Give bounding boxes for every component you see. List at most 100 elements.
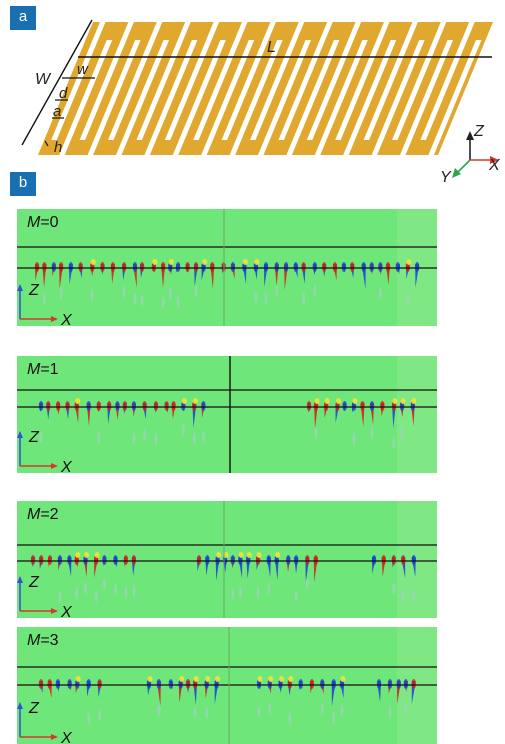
field-tail: [84, 582, 88, 595]
field-spot: [121, 262, 127, 272]
field-spot: [210, 262, 215, 272]
field-spot: [122, 401, 128, 411]
field-spot: [391, 555, 397, 565]
field-spot: [132, 262, 138, 272]
grating-slot: [193, 22, 248, 140]
field-tail: [39, 431, 43, 444]
grating-slot: [221, 22, 276, 140]
field-spot-yellow: [84, 552, 90, 558]
grating-slot: [278, 22, 333, 140]
field-spot-yellow: [223, 552, 229, 558]
field-spot-yellow: [400, 398, 406, 404]
field-spot: [274, 262, 279, 272]
field-tail: [97, 431, 101, 444]
field-spot-yellow: [278, 676, 284, 682]
field-spot: [65, 401, 70, 411]
field-spot: [38, 679, 44, 689]
grating-slots: [51, 22, 482, 155]
grating-slot: [51, 22, 106, 140]
grating-slot: [428, 40, 482, 155]
field-spot: [332, 262, 338, 272]
field-tail: [313, 285, 317, 298]
grating-slot: [164, 22, 220, 140]
field-spot-yellow: [215, 676, 221, 682]
mode-label: M=3: [27, 632, 59, 649]
field-tail: [59, 286, 63, 299]
field-tail: [412, 589, 416, 602]
label-h: h: [54, 139, 62, 156]
grating-slot: [335, 22, 390, 140]
grating-slot: [314, 40, 368, 155]
grating-slot: [201, 40, 255, 155]
field-spot: [30, 555, 36, 565]
field-spot: [131, 401, 137, 411]
field-spot-yellow: [94, 552, 100, 558]
field-tail: [168, 287, 172, 300]
field-tail: [122, 285, 126, 298]
field-spot: [97, 679, 102, 689]
field-spot-yellow: [75, 676, 81, 682]
grating-slot: [420, 22, 475, 140]
field-spot: [361, 262, 366, 272]
mode-label: M=2: [27, 506, 59, 523]
field-spot: [376, 679, 382, 689]
field-spot: [164, 401, 169, 411]
grating-slot: [400, 40, 454, 155]
field-tail: [264, 293, 268, 306]
field-spot-yellow: [90, 259, 96, 265]
label-W: W: [35, 71, 52, 88]
field-spot-yellow: [324, 398, 330, 404]
field-spot-yellow: [242, 259, 248, 265]
field-tail: [302, 292, 306, 305]
field-tail: [404, 701, 408, 714]
field-spot-yellow: [238, 552, 244, 558]
h-tick: [44, 140, 49, 147]
field-spot: [369, 262, 374, 272]
field-spot: [39, 555, 44, 565]
field-tail: [256, 586, 260, 599]
field-spot-yellow: [216, 552, 222, 558]
grating-slot: [79, 22, 134, 140]
field-tail: [406, 294, 410, 307]
grating-slot: [229, 40, 283, 155]
label-w: w: [77, 61, 89, 78]
field-spot: [47, 555, 53, 565]
field-tail: [157, 704, 161, 717]
field-tail: [320, 702, 324, 715]
field-tail: [193, 706, 197, 719]
field-spot: [369, 401, 375, 411]
field-spot: [185, 679, 191, 689]
field-spot: [78, 262, 83, 272]
field-map-m0: Z X M=0: [17, 209, 437, 326]
field-tail: [231, 588, 235, 601]
field-spot: [171, 401, 176, 411]
field-spot: [102, 555, 107, 565]
field-tail: [268, 702, 272, 715]
field-spot: [34, 262, 40, 272]
grating-slot: [306, 22, 362, 140]
field-spot: [411, 679, 416, 689]
grating-slot: [144, 40, 198, 155]
panel-b-badge: b: [10, 172, 36, 196]
field-spot: [57, 555, 63, 565]
field-spot: [113, 555, 118, 565]
field-spot-yellow: [411, 398, 417, 404]
field-tail: [392, 436, 396, 449]
axis-x-arrow-head: [51, 608, 58, 614]
field-tail: [294, 590, 298, 603]
field-spot: [378, 262, 383, 272]
field-spot-yellow: [193, 676, 199, 682]
field-tail: [161, 296, 165, 309]
grating-slot: [343, 40, 397, 155]
field-spot: [263, 262, 269, 272]
field-spot: [286, 555, 291, 565]
field-tail: [238, 586, 242, 599]
field-tail: [194, 285, 198, 298]
grating-slot: [363, 22, 418, 140]
field-spot-yellow: [406, 259, 412, 265]
field-spot-yellow: [179, 676, 185, 682]
field-spot: [58, 262, 64, 272]
field-tail: [288, 712, 292, 725]
field-spot: [312, 262, 317, 272]
field-spot: [168, 679, 173, 689]
